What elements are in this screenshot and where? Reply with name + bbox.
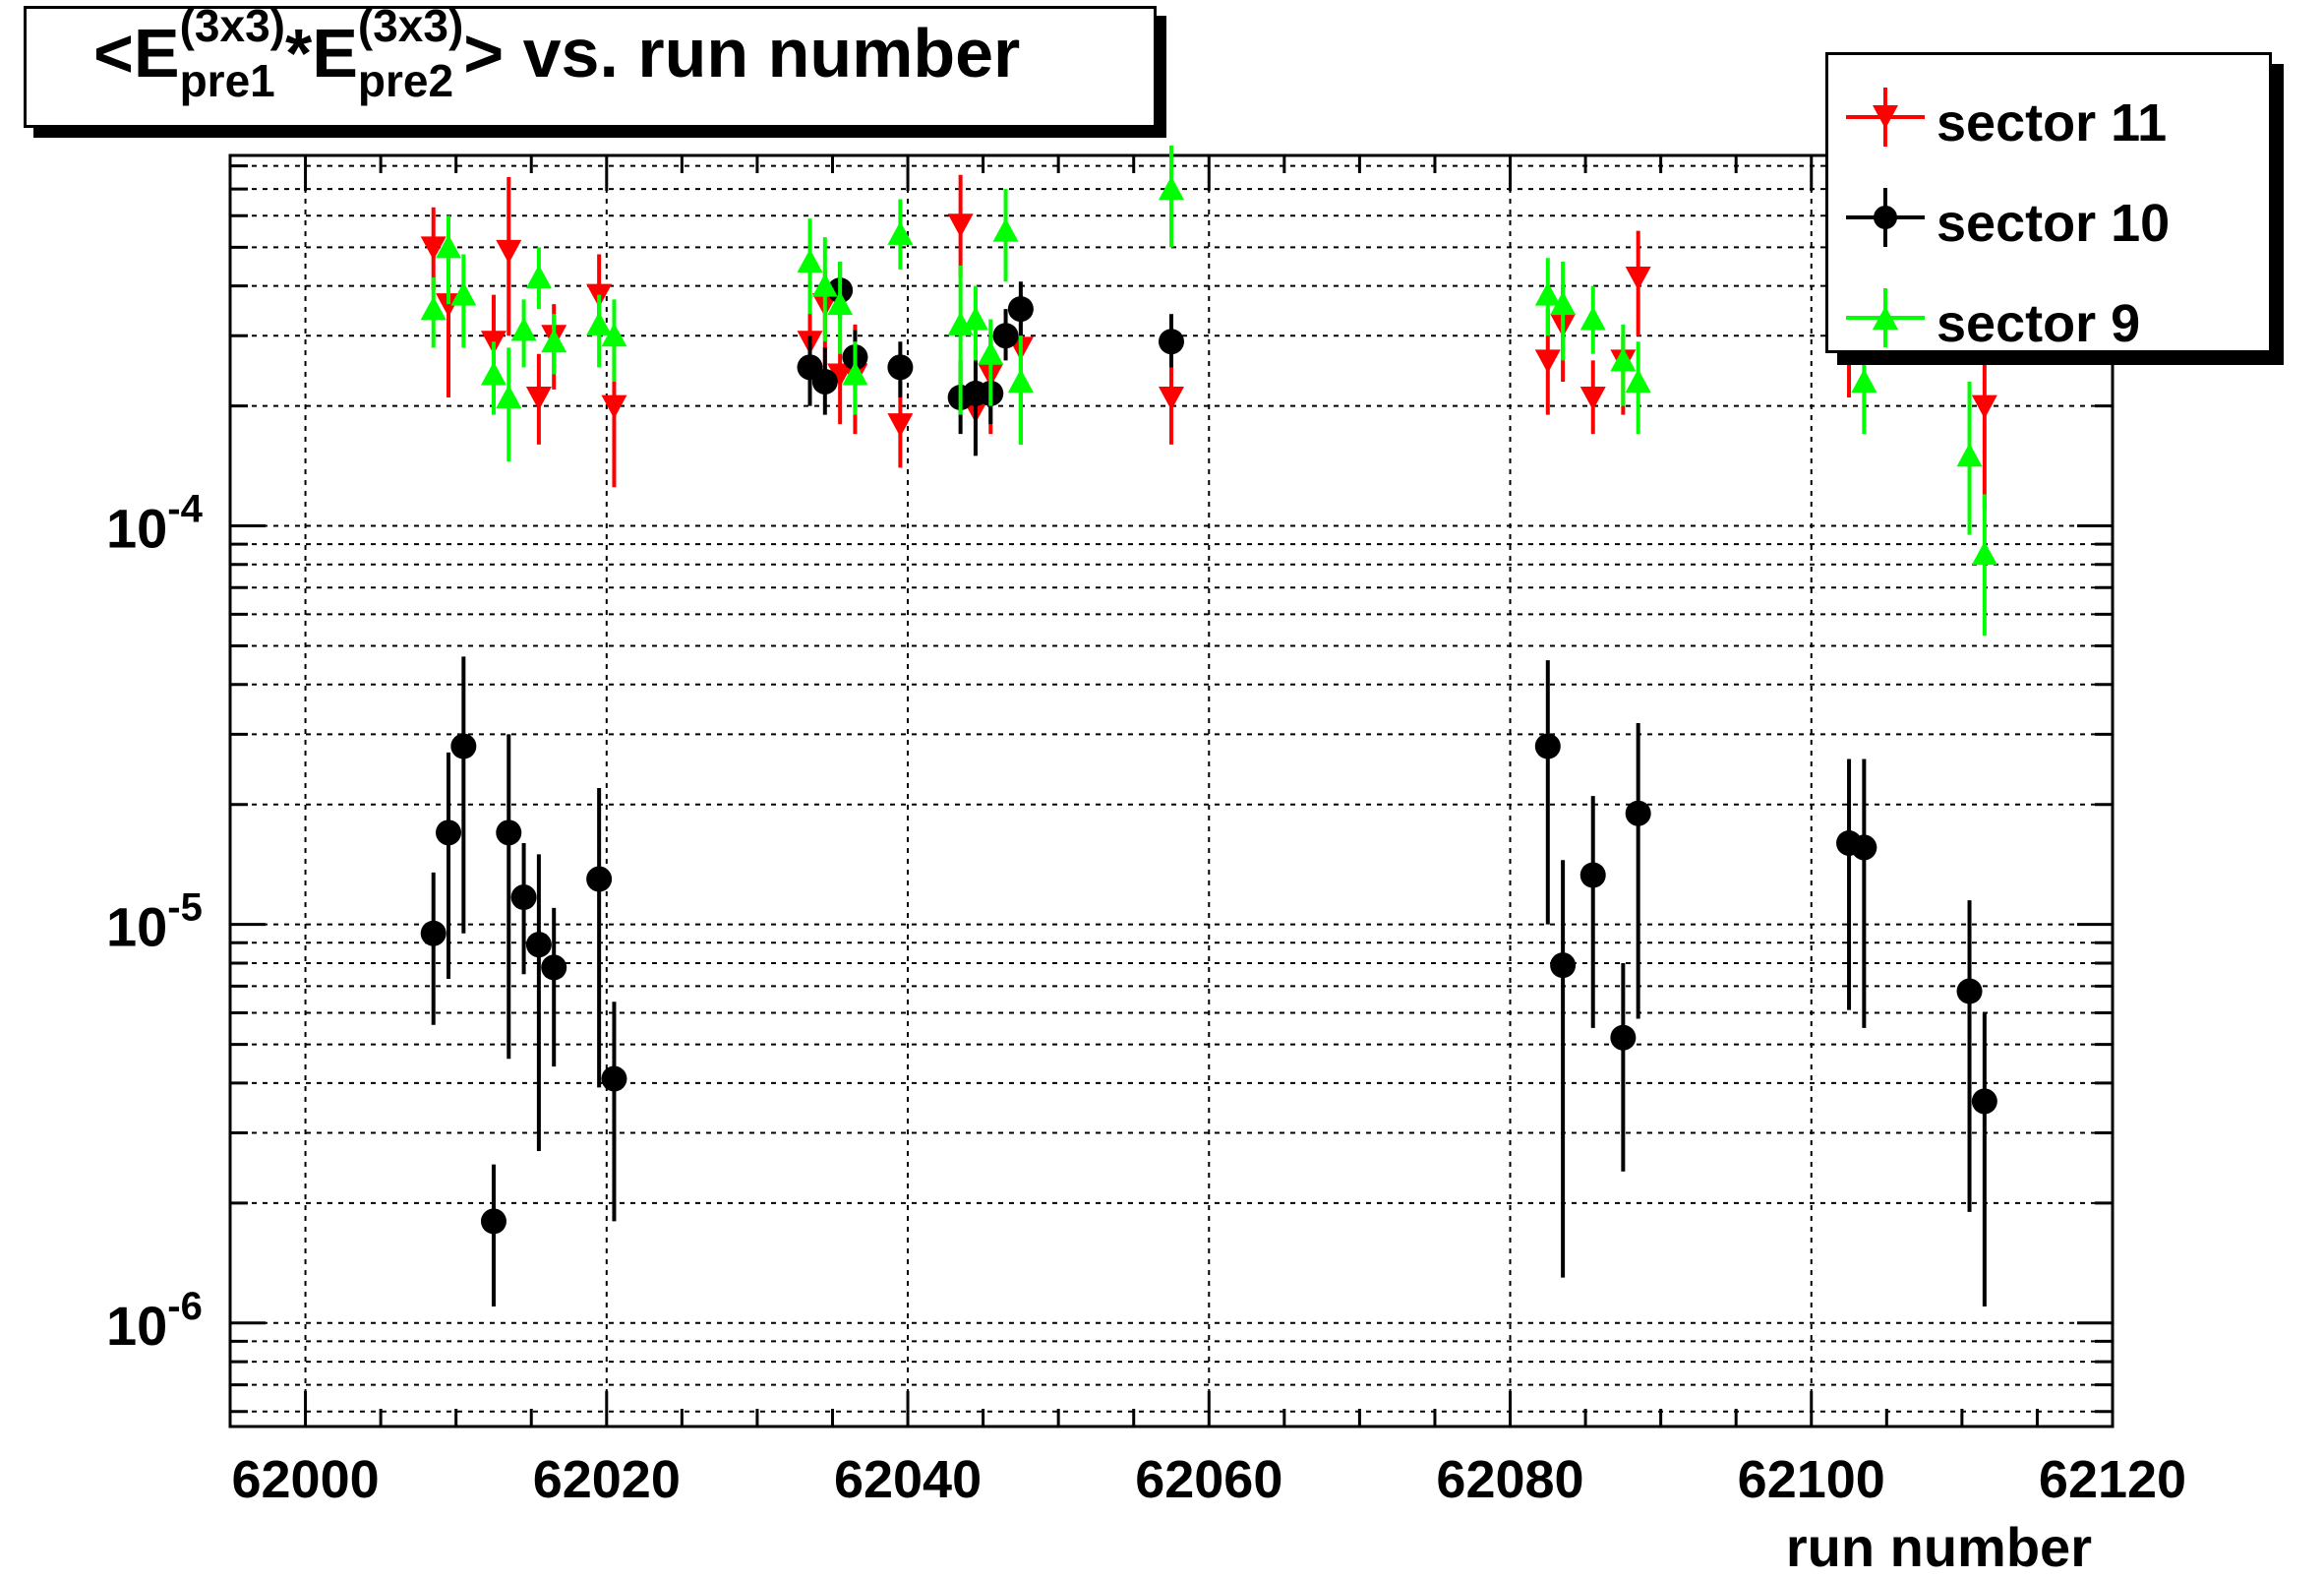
data-point (525, 932, 552, 958)
data-point (496, 820, 522, 846)
data-point (436, 234, 462, 259)
data-point (601, 1065, 627, 1092)
triangle-up-marker-icon (1846, 288, 1925, 347)
data-point (420, 920, 447, 946)
legend-label: sector 9 (1937, 294, 2141, 353)
title-script-1: (3x3) pre1 (180, 3, 285, 103)
data-point (1971, 395, 1997, 419)
x-tick-label: 62060 (1135, 1450, 1282, 1509)
data-point (1534, 733, 1561, 759)
data-point (1851, 368, 1877, 393)
data-point (842, 361, 868, 386)
title-star: *E (284, 15, 358, 91)
data-point (1610, 1024, 1637, 1051)
title-sub-2: pre2 (357, 55, 454, 106)
data-point (1971, 541, 1997, 566)
data-point (1625, 368, 1651, 393)
data-point (1007, 296, 1034, 323)
data-point (811, 273, 838, 297)
data-point (480, 361, 507, 386)
x-tick-label: 62080 (1436, 1450, 1583, 1509)
title-sub-1: pre1 (179, 55, 275, 106)
title-script-2: (3x3) pre2 (358, 3, 463, 103)
data-point (1159, 176, 1184, 201)
data-point (1610, 347, 1637, 372)
data-point (1625, 267, 1651, 291)
data-point (947, 213, 974, 238)
data-point (1851, 834, 1877, 861)
data-point (1550, 291, 1577, 316)
data-point (496, 384, 522, 408)
title-sup-2: (3x3) (357, 0, 464, 51)
data-point (510, 884, 537, 911)
data-point (541, 329, 567, 353)
data-point (1159, 386, 1184, 410)
circle-marker-icon (1846, 188, 1925, 247)
data-point (1534, 349, 1561, 374)
data-point (496, 239, 522, 264)
data-point (586, 866, 613, 892)
data-point (450, 733, 477, 759)
data-point (436, 820, 462, 846)
data-point (1971, 1088, 1997, 1115)
data-point (962, 306, 988, 331)
data-point (811, 368, 838, 395)
data-point (1625, 800, 1651, 826)
legend-item-sector-11: sector 11 (1828, 73, 2269, 161)
x-axis-label: run number (1785, 1516, 2092, 1578)
data-point (1579, 862, 1606, 888)
data-point (1956, 978, 1983, 1004)
data-point (1579, 306, 1606, 331)
x-tick-label: 62020 (533, 1450, 681, 1509)
data-point (601, 323, 627, 347)
data-point (480, 1208, 507, 1235)
data-marks (420, 145, 1997, 1307)
data-point (797, 249, 823, 273)
data-point (420, 296, 447, 321)
legend-item-sector-9: sector 9 (1828, 273, 2269, 362)
data-point (1550, 952, 1577, 979)
data-point (510, 317, 537, 341)
x-tick-label: 62040 (834, 1450, 982, 1509)
data-point (1579, 386, 1606, 410)
series-sector-10 (420, 262, 1997, 1307)
axes: 62000 62020 62040 62060 62080 62100 62120 10-4 1… (106, 155, 2186, 1509)
triangle-down-marker-icon (1846, 88, 1925, 147)
data-point (1956, 443, 1983, 467)
data-point (1534, 281, 1561, 306)
data-point (1007, 368, 1034, 393)
data-point (992, 217, 1019, 242)
data-point (1159, 329, 1184, 355)
data-point (887, 220, 914, 245)
x-tick-label: 62100 (1738, 1450, 1885, 1509)
chart-title: <E(3x3) pre1 *E(3x3) pre2 > vs. run number (93, 3, 1020, 103)
data-point (827, 291, 854, 316)
data-point (601, 395, 627, 419)
x-tick-label: 62120 (2039, 1450, 2186, 1509)
legend-label: sector 11 (1937, 93, 2168, 152)
title-open: <E (93, 15, 180, 91)
data-point (992, 323, 1019, 349)
title-close: > vs. run number (463, 15, 1021, 91)
data-point (525, 386, 552, 410)
data-point (887, 354, 914, 381)
data-point (586, 311, 613, 335)
data-point (887, 413, 914, 438)
data-point (450, 281, 477, 306)
y-tick-label: 10-4 (106, 488, 204, 560)
series-sector-9 (420, 145, 1997, 637)
y-tick-label: 10-6 (106, 1285, 203, 1357)
title-box: <E(3x3) pre1 *E(3x3) pre2 > vs. run number (24, 3, 1157, 128)
legend-label: sector 10 (1937, 194, 2171, 253)
legend-item-sector-10: sector 10 (1828, 173, 2269, 262)
legend: sector 11 sector 10 sector 9 (1825, 52, 2272, 353)
data-point (525, 265, 552, 289)
y-tick-label: 10-5 (106, 886, 203, 958)
data-point (978, 340, 1004, 365)
title-sup-1: (3x3) (179, 0, 285, 51)
data-point (541, 954, 567, 981)
x-tick-label: 62000 (231, 1450, 379, 1509)
data-point (420, 236, 447, 261)
